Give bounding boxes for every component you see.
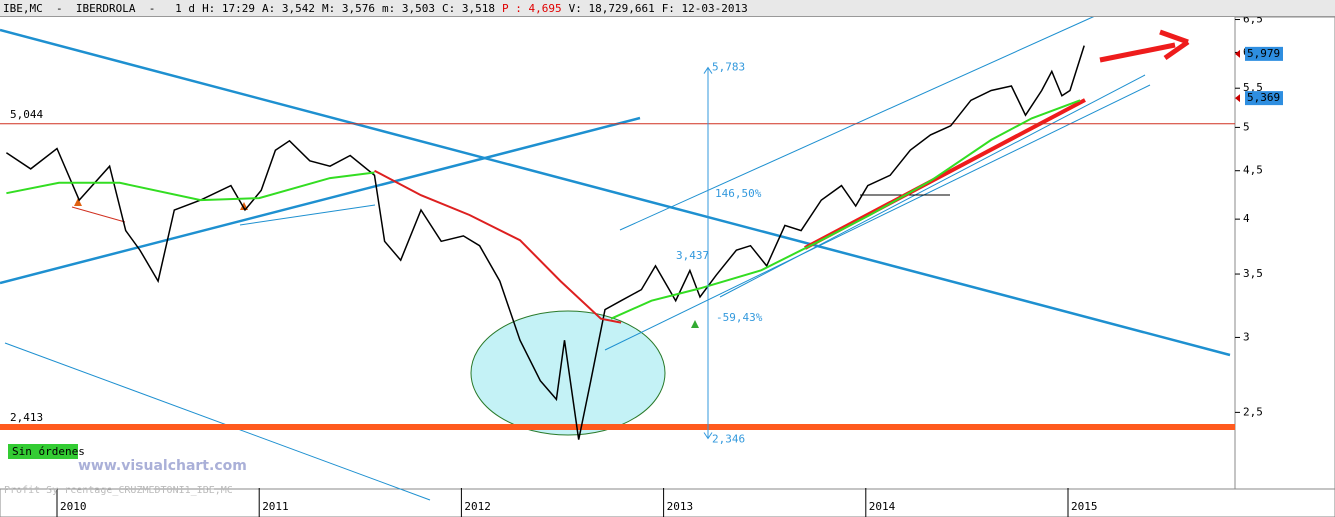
trend-line	[0, 116, 641, 285]
symbol: IBE,MC - IBERDROLA - 1 d	[3, 2, 196, 15]
quote-field: m: 3,503	[382, 2, 435, 15]
x-tick-label: 2013	[667, 500, 694, 513]
measure-label: 146,50%	[715, 187, 762, 200]
x-tick-label: 2010	[60, 500, 87, 513]
price-box-label: 5,369	[1247, 91, 1280, 104]
overlay: 6,565,554,543,532,5201020112012201320142…	[0, 13, 1283, 517]
channel-line	[239, 204, 376, 226]
price-line	[374, 169, 622, 324]
quote-field: H: 17:29	[202, 2, 256, 15]
price-box	[1245, 46, 1283, 61]
y-tick-label: 5,5	[1243, 81, 1263, 94]
measure-label: 5,783	[712, 61, 745, 74]
channel-line	[604, 84, 1151, 351]
price-line	[6, 171, 375, 202]
y-tick-label: 3,5	[1243, 267, 1263, 280]
quote-field: C: 3,518	[442, 2, 495, 15]
arrow-head	[1159, 29, 1190, 61]
y-tick-label: 4	[1243, 212, 1250, 225]
trend-line	[0, 28, 1231, 357]
y-tick-label: 3	[1243, 330, 1250, 343]
x-tick-label: 2014	[869, 500, 896, 513]
quote-header: IBE,MC - IBERDROLA - 1 d H: 17:29 A: 3,542…	[0, 0, 1335, 17]
arrow	[1099, 42, 1176, 63]
measure-label: 2,346	[712, 433, 745, 446]
price-marker	[1235, 49, 1240, 58]
y-tick-label: 4,5	[1243, 164, 1263, 177]
time-axis	[0, 488, 1335, 517]
price-marker	[1235, 94, 1240, 103]
footer: Profit Sy rcentage_CRUZMEDTONI1_IBE,MC	[4, 485, 233, 496]
measure-label: 3,437	[676, 249, 709, 262]
quote-field: M: 3,576	[322, 2, 376, 15]
level-label: 5,044	[10, 108, 43, 121]
x-tick-label: 2012	[464, 500, 491, 513]
channel-line	[71, 206, 126, 223]
watermark: www.visualchart.com	[78, 458, 247, 474]
y-tick-label: 5	[1243, 120, 1250, 133]
status-box	[8, 444, 78, 459]
drawings	[0, 15, 1231, 501]
channel-line	[719, 74, 1146, 298]
measure-head	[703, 66, 713, 440]
status: Sin órdenes	[12, 445, 85, 458]
price-line	[610, 99, 1081, 320]
x-tick-label: 2011	[262, 500, 289, 513]
price-box-label: 5,979	[1247, 47, 1280, 60]
quote-field: V: 18,729,661	[568, 2, 655, 15]
y-tick-label: 2,5	[1243, 405, 1263, 418]
channel-line	[4, 342, 431, 501]
price-line	[5, 45, 1085, 440]
quote-field: A: 3,542	[262, 2, 316, 15]
quote-field: F: 12-03-2013	[661, 2, 748, 15]
quote-field: P : 4,695	[501, 2, 562, 15]
x-tick-label: 2015	[1071, 500, 1098, 513]
measure-label: -59,43%	[716, 311, 763, 324]
level-label: 2,413	[10, 411, 43, 424]
signal-arrow	[691, 320, 699, 328]
channel-line	[619, 15, 1096, 231]
price-box	[1245, 91, 1283, 106]
highlight-ellipse	[470, 310, 666, 436]
